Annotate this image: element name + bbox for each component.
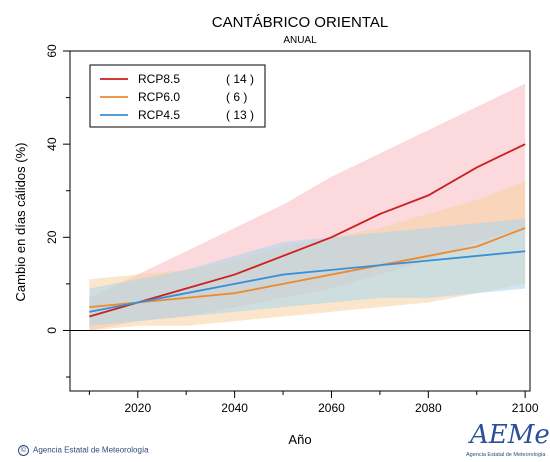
y-tick-label: 60 xyxy=(45,44,59,58)
x-tick-label: 2100 xyxy=(512,401,539,415)
footer-credit: © Agencia Estatal de Meteorología xyxy=(18,445,149,456)
legend-label: RCP8.5 xyxy=(138,72,180,86)
y-axis-label: Cambio en días cálidos (%) xyxy=(13,143,28,302)
x-tick-label: 2080 xyxy=(415,401,442,415)
legend-count: ( 6 ) xyxy=(226,90,247,104)
chart-subtitle: ANUAL xyxy=(283,35,317,46)
footer-credit-text: Agencia Estatal de Meteorología xyxy=(33,445,149,455)
y-axis: 0 20 40 60 xyxy=(45,44,70,378)
y-tick-label: 40 xyxy=(45,137,59,151)
x-tick-label: 2060 xyxy=(318,401,345,415)
series-lines xyxy=(89,143,526,318)
aemet-logo-mark: AEMet xyxy=(470,420,550,450)
line-rcp60 xyxy=(89,227,526,309)
legend: RCP8.5 ( 14 ) RCP6.0 ( 6 ) RCP4.5 ( 13 ) xyxy=(89,64,266,128)
x-axis-label: Año xyxy=(288,432,311,447)
legend-label: RCP4.5 xyxy=(138,108,180,122)
line-rcp85 xyxy=(89,143,526,318)
legend-box xyxy=(89,64,266,128)
legend-count: ( 13 ) xyxy=(226,108,254,122)
legend-label: RCP6.0 xyxy=(138,90,180,104)
aemet-logo-subtext: Agencia Estatal de Meteorología xyxy=(466,452,546,458)
copyright-icon: © xyxy=(18,445,29,456)
y-tick-label: 20 xyxy=(45,230,59,244)
aemet-logo: AEMet Agencia Estatal de Meteorología xyxy=(466,420,550,462)
legend-count: ( 14 ) xyxy=(226,72,254,86)
line-rcp45 xyxy=(89,250,526,313)
plot-frame xyxy=(69,50,531,392)
y-tick-label: 0 xyxy=(45,327,59,334)
x-axis: 2020 2040 2060 2080 2100 xyxy=(88,391,539,415)
x-tick-label: 2040 xyxy=(221,401,248,415)
chart-title: CANTÁBRICO ORIENTAL xyxy=(212,14,388,31)
x-tick-label: 2020 xyxy=(124,401,151,415)
